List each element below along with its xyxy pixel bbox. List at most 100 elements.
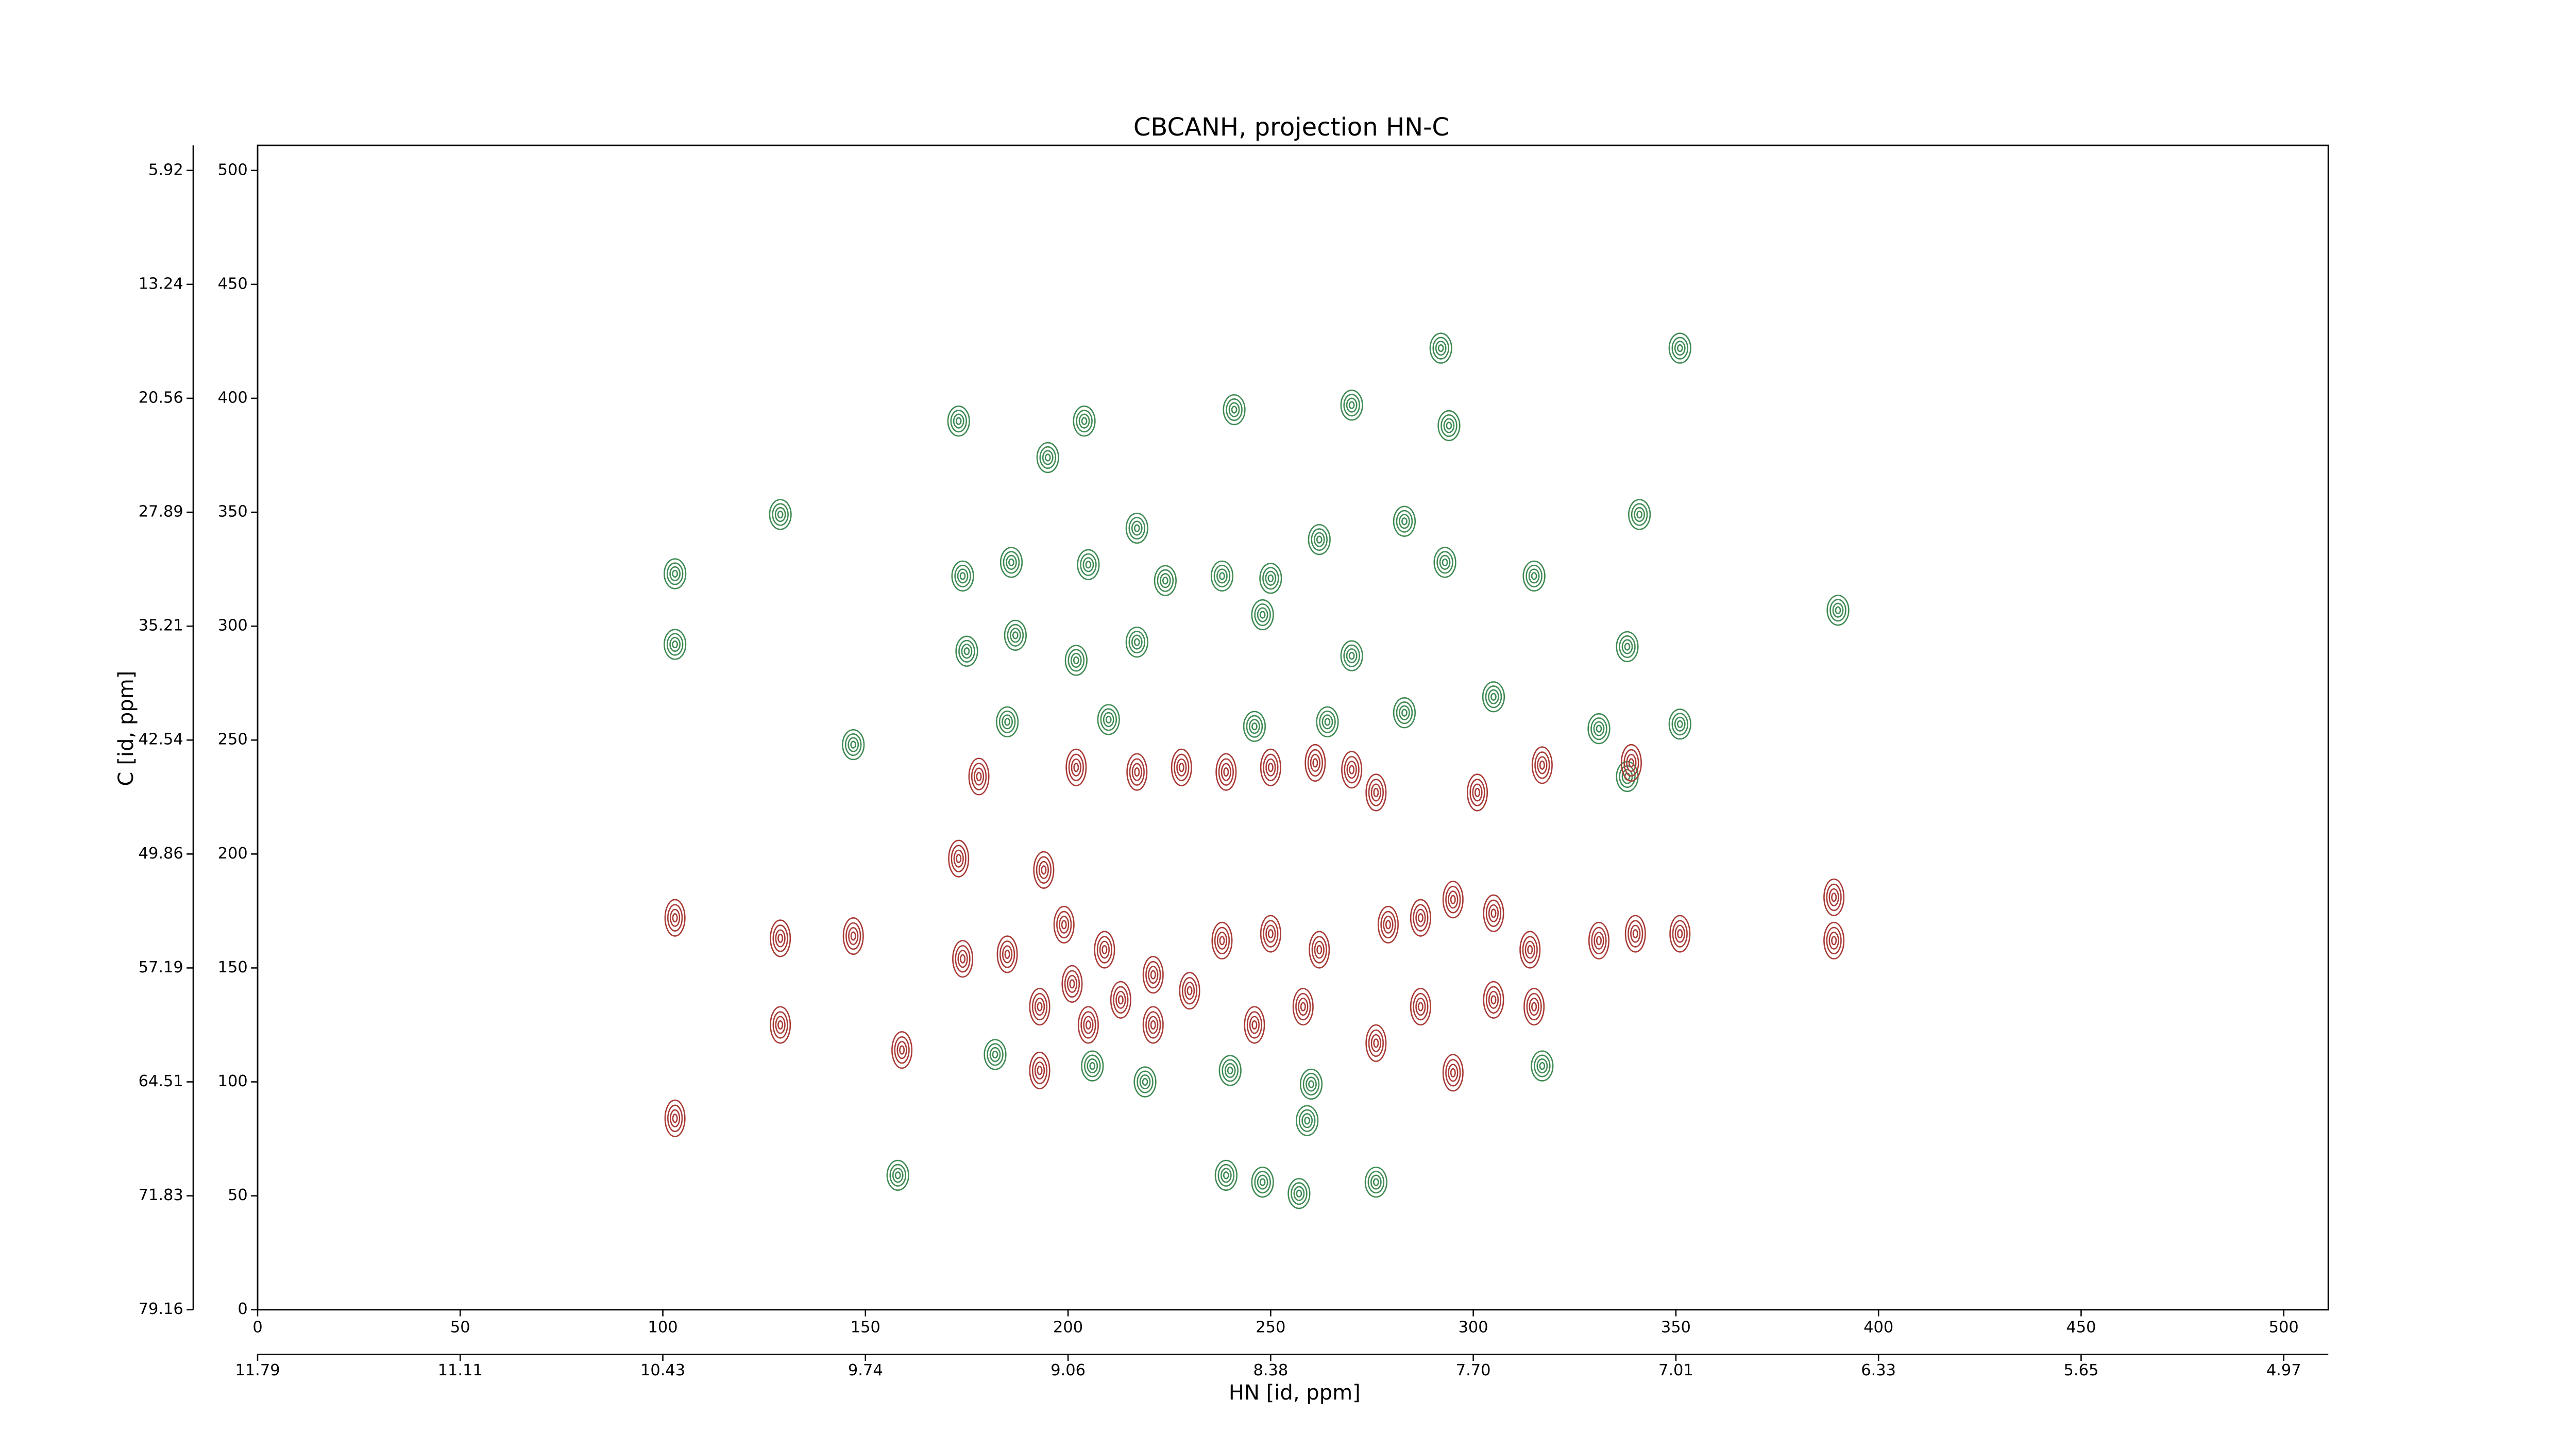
peak xyxy=(1483,981,1504,1019)
contour-ring xyxy=(672,913,678,923)
contour-ring xyxy=(1522,936,1538,964)
contour-ring xyxy=(950,410,968,433)
x2-tick-label: 5.65 xyxy=(2064,1361,2099,1379)
contour-ring xyxy=(1223,1171,1229,1180)
contour-ring xyxy=(1210,560,1234,592)
contour-ring xyxy=(1368,779,1384,806)
contour-ring xyxy=(973,767,985,786)
contour-ring xyxy=(1131,520,1143,536)
contour-ring xyxy=(1634,507,1645,523)
contour-ring xyxy=(999,547,1023,578)
contour-ring xyxy=(1187,986,1193,996)
y2-tick-label: 79.16 xyxy=(139,1300,183,1318)
contour-ring xyxy=(1148,966,1159,984)
peak xyxy=(1061,965,1083,1003)
y2-tick-label: 13.24 xyxy=(139,275,183,293)
contour-ring xyxy=(1159,573,1171,588)
peak xyxy=(995,706,1019,738)
contour-ring xyxy=(672,640,679,649)
contour-ring xyxy=(1142,1006,1164,1044)
contour-ring xyxy=(1036,856,1052,884)
contour-ring xyxy=(1296,1105,1319,1136)
contour-ring xyxy=(1429,332,1452,364)
peak xyxy=(996,935,1018,973)
contour-ring xyxy=(1105,715,1112,724)
contour-ring xyxy=(664,558,687,589)
peak xyxy=(769,499,792,530)
peak xyxy=(1341,751,1363,789)
contour-ring xyxy=(1071,758,1081,777)
contour-ring xyxy=(1616,631,1639,663)
contour-ring xyxy=(1531,1002,1537,1012)
contour-ring xyxy=(1383,915,1394,934)
peak xyxy=(952,940,974,978)
x-tick-label: 100 xyxy=(648,1318,677,1336)
contour-ring xyxy=(1126,753,1148,791)
y-axis-label: C [id, ppm] xyxy=(114,671,138,786)
peak xyxy=(664,629,687,660)
contour-ring xyxy=(1524,940,1535,959)
contour-ring xyxy=(1137,1070,1154,1093)
contour-ring xyxy=(1380,911,1396,939)
peak xyxy=(1036,442,1059,474)
contour-ring xyxy=(1113,986,1129,1014)
contour-ring xyxy=(772,1011,788,1039)
contour-ring xyxy=(1448,1064,1459,1082)
contour-ring xyxy=(1415,998,1426,1016)
contour-ring xyxy=(664,629,687,660)
contour-ring xyxy=(1085,1020,1091,1030)
peak xyxy=(1154,565,1177,596)
contour-ring xyxy=(1081,1050,1104,1082)
contour-ring xyxy=(1145,961,1161,989)
contour-ring xyxy=(1038,861,1049,879)
contour-ring xyxy=(1181,976,1198,1005)
y2-tick-label: 5.92 xyxy=(148,161,183,179)
contour-ring xyxy=(1385,920,1391,930)
peak xyxy=(1588,921,1609,959)
contour-ring xyxy=(1343,644,1360,667)
contour-ring xyxy=(1626,753,1637,772)
contour-ring xyxy=(1227,1066,1233,1075)
contour-ring xyxy=(1490,693,1497,701)
contour-ring xyxy=(1089,1062,1096,1070)
contour-ring xyxy=(1157,569,1174,592)
contour-ring xyxy=(1370,1034,1381,1052)
contour-ring xyxy=(1077,549,1100,580)
contour-ring xyxy=(1301,1113,1313,1128)
peak xyxy=(1097,704,1120,735)
peak xyxy=(1081,1050,1104,1082)
contour-ring xyxy=(1445,886,1461,914)
contour-ring xyxy=(1621,639,1633,654)
contour-ring xyxy=(672,569,679,578)
x-tick-label: 250 xyxy=(1256,1318,1285,1336)
contour-ring xyxy=(1671,336,1689,360)
peak xyxy=(1522,560,1546,592)
y-tick-label: 300 xyxy=(218,617,248,635)
contour-ring xyxy=(1033,851,1055,889)
contour-ring xyxy=(1343,394,1360,417)
peak xyxy=(1033,851,1055,889)
contour-ring xyxy=(1081,417,1088,425)
contour-ring xyxy=(954,564,971,587)
contour-ring xyxy=(1367,1171,1385,1194)
contour-ring xyxy=(889,1164,907,1187)
y2-tick-label: 20.56 xyxy=(139,389,183,407)
contour-ring xyxy=(984,1039,1007,1070)
contour-ring xyxy=(1539,760,1545,770)
x2-tick-label: 6.33 xyxy=(1861,1361,1896,1379)
contour-ring xyxy=(963,647,970,655)
contour-ring xyxy=(995,706,1019,738)
peak xyxy=(984,1039,1007,1070)
contour-ring xyxy=(1171,748,1192,786)
contour-ring xyxy=(1308,1080,1314,1088)
contour-ring xyxy=(1133,524,1140,532)
x-tick-label: 350 xyxy=(1661,1318,1691,1336)
contour-ring xyxy=(1080,1011,1096,1039)
peak xyxy=(1616,631,1639,663)
contour-ring xyxy=(1099,940,1110,959)
contour-ring xyxy=(775,929,786,948)
peak xyxy=(1410,899,1431,937)
contour-ring xyxy=(1483,894,1504,932)
y2-tick-label: 57.19 xyxy=(139,958,183,976)
contour-ring xyxy=(1251,599,1274,631)
